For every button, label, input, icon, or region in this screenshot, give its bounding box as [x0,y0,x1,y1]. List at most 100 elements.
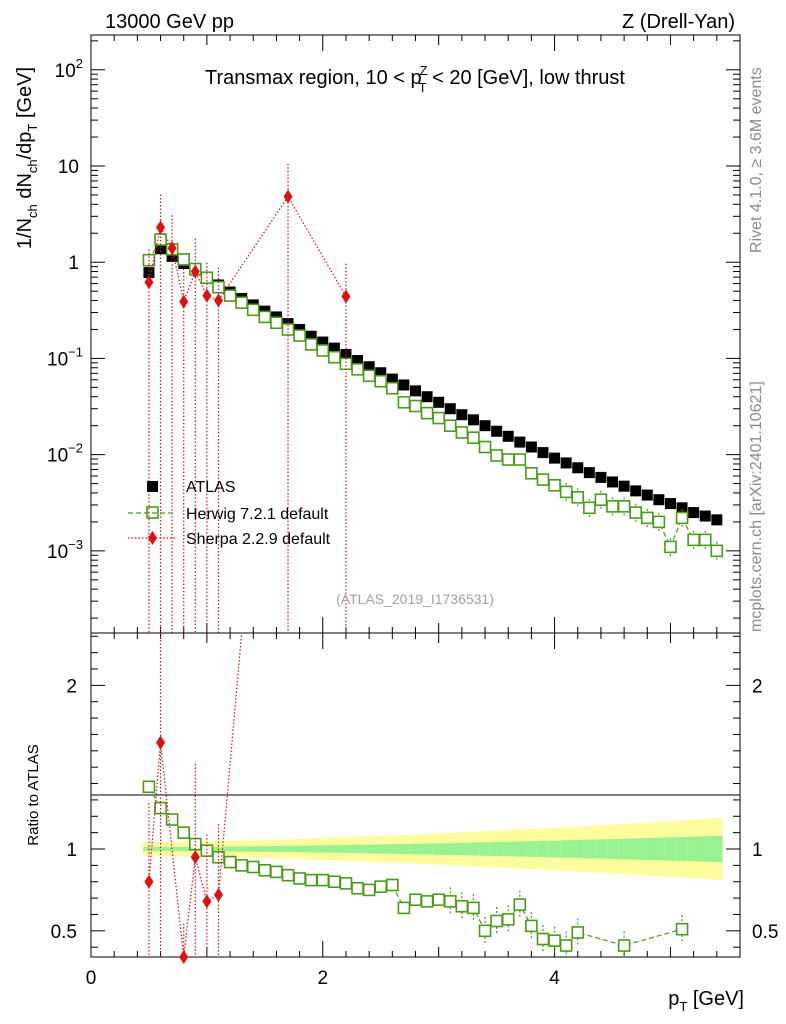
ratio-band-inner [235,846,248,852]
atlas-point [711,514,723,526]
ratio-herwig-point [559,939,573,952]
ratio-band-inner [595,839,607,859]
ratio-band-inner [502,841,515,857]
ratio-herwig-point [351,881,364,895]
ratio-herwig-point [397,901,411,915]
ratio-band-inner [653,837,665,861]
ratio-band-inner [629,838,642,860]
ratio-band-inner [525,841,538,857]
ratio-ticks [90,633,741,957]
ratio-herwig-point [386,878,399,892]
atlas-point [363,361,375,373]
herwig-point [258,310,272,324]
ratio-herwig-point [281,868,295,882]
ratio-band-inner [479,842,491,856]
atlas-point [340,348,352,360]
ratio-herwig-point [328,875,341,889]
main-ytick-label: 1 [68,253,79,274]
ratio-herwig-point [409,893,422,907]
herwig-point [351,363,364,376]
herwig-point [478,440,492,454]
ratio-sherpa-point [190,850,200,865]
ratio-tick-labels: 0 2 4 0.5 0.5 1 1 2 2 [51,676,779,989]
legend-label-atlas: ATLAS [186,479,236,496]
ratio-herwig-point [223,855,237,869]
legend-marker-atlas [147,481,158,492]
ratio-herwig-point [316,873,330,887]
ratio-herwig-point [304,873,318,887]
herwig-point [374,374,388,388]
ratio-herwig-point [617,939,631,952]
atlas-point [328,342,340,354]
herwig-point [698,533,712,547]
atlas-point [537,447,549,459]
ratio-band-inner [247,846,260,852]
atlas-point [549,452,561,464]
sherpa-point [213,293,223,308]
herwig-point [293,329,306,342]
ratio-herwig-point [443,895,457,908]
atlas-point [618,480,630,492]
legend-label-sherpa: Sherpa 2.2.9 default [186,531,331,548]
main-ytick-label: 10−3 [47,537,83,563]
ratio-band-inner [154,847,167,851]
ratio-band-inner [571,839,584,859]
herwig-point [246,303,260,317]
ratio-band-inner [328,845,341,853]
herwig-line [148,238,718,552]
ratio-band-inner [618,838,630,860]
ratio-ytick-label-right: 1 [752,840,763,861]
ratio-band-inner [351,844,364,854]
ratio-herwig-point [374,880,388,893]
atlas-point [688,507,700,519]
ratio-sherpa-point [179,950,189,964]
ratio-plot-frame [90,632,741,958]
herwig-point [617,500,631,513]
ratio-band-inner [467,842,480,856]
main-ylabel: 1/Nch dNch/dpT [GeV] [14,67,40,249]
ratio-ytick-label-left: 2 [66,676,77,697]
atlas-point [583,467,595,479]
main-ytick-label: 10−2 [47,441,83,467]
watermark: (ATLAS_2019_I1736531) [336,591,494,607]
ratio-ytick-label-right: 0.5 [752,922,778,943]
ratio-herwig-point [258,863,272,877]
ratio-band-inner [664,837,677,861]
atlas-point [595,471,607,483]
atlas-point [560,457,572,469]
atlas-point [641,489,653,501]
herwig-point [687,533,700,547]
legend-marker-sherpa [148,531,157,545]
main-title: Transmax region, 10 < pZ T < 20 [GeV], lo… [205,63,625,95]
ratio-herwig-point [270,865,283,879]
main-ytick-label: 10 [58,157,79,178]
legend-label-herwig: Herwig 7.2.1 default [186,506,329,523]
ratio-band-inner [374,844,387,854]
ratio-herwig-point [200,844,214,857]
herwig-point [548,479,561,492]
herwig-point [629,506,642,519]
atlas-point [421,391,433,403]
main-series [142,163,724,633]
ratio-herwig-point [293,872,306,885]
atlas-point [467,414,479,426]
herwig-point [664,540,677,554]
herwig-point [710,544,724,558]
sherpa-point [202,288,212,303]
herwig-point [212,280,225,294]
herwig-point [235,296,248,309]
atlas-point [676,502,688,514]
ratio-xtick-label: 0 [86,968,97,989]
atlas-point [479,420,491,432]
ratio-band-inner [398,843,410,855]
side-rivet: Rivet 4.1.0, ≥ 3.6M events [748,67,765,253]
ratio-herwig-point [177,826,191,839]
herwig-point [559,485,573,499]
ratio-ytick-label-left: 0.5 [51,922,77,943]
herwig-point [467,431,480,444]
main-tick-labels: 10−3 10−2 10−1 1 10 102 [47,56,83,563]
ratio-band-inner [259,846,271,852]
sherpa-point [179,294,189,309]
herwig-point [386,381,399,395]
atlas-point [514,436,526,448]
